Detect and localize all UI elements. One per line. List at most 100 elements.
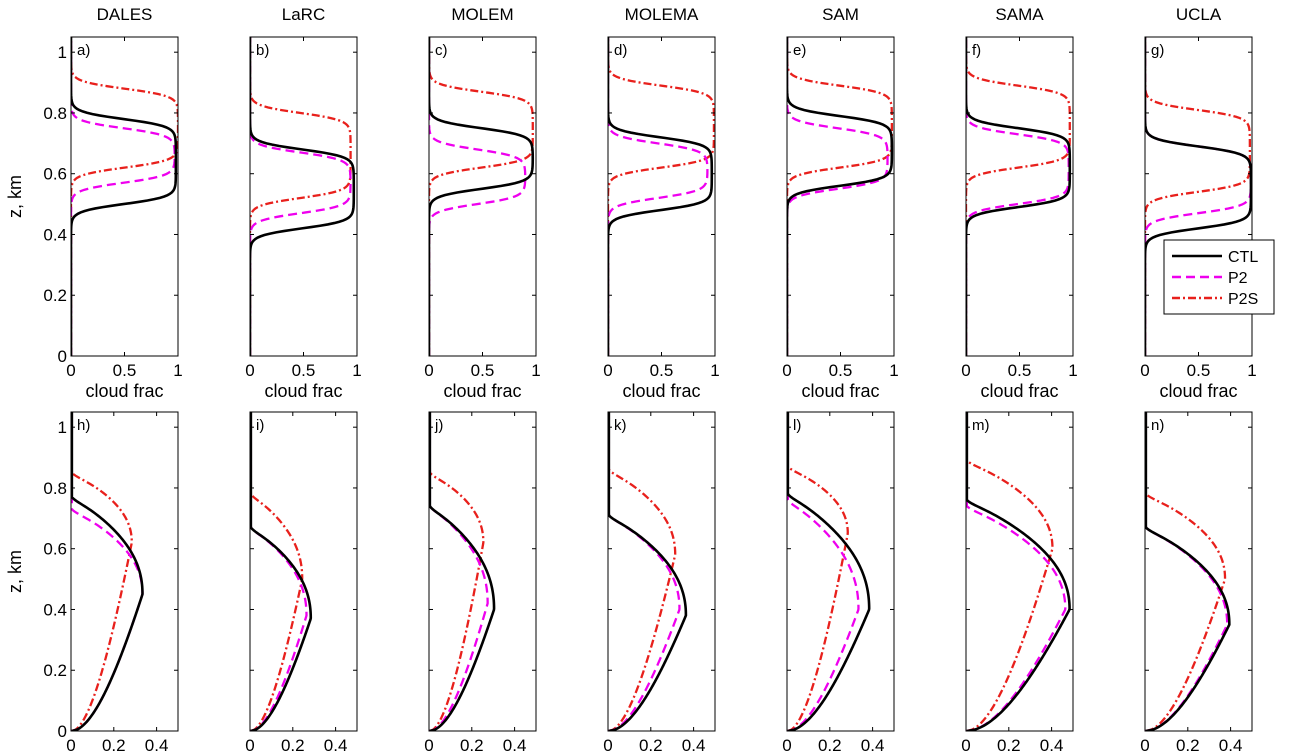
model-title: MOLEMA	[625, 5, 699, 24]
series-p2-line	[788, 412, 859, 731]
series-p2s-line	[787, 37, 892, 356]
x-axis-label: cloud frac	[1159, 381, 1237, 401]
series-p2-line	[967, 412, 1065, 731]
x-tick-label: 0	[245, 361, 254, 380]
model-title: SAM	[822, 5, 859, 24]
series-p2s-line	[251, 412, 302, 731]
model-title: UCLA	[1176, 5, 1222, 24]
axes-frame	[71, 412, 178, 731]
x-tick-label: 0	[424, 736, 433, 755]
model-title: SAMA	[995, 5, 1044, 24]
y-tick-label: 0.2	[43, 286, 67, 305]
x-axis-label: cloud frac	[622, 381, 700, 401]
panel-letter: a)	[77, 42, 90, 59]
x-tick-label: 0	[603, 361, 612, 380]
panel-d	[608, 37, 715, 356]
x-tick-label: 0.4	[324, 736, 348, 755]
axes-frame	[250, 412, 357, 731]
series-p2-line	[608, 37, 707, 356]
x-axis-label: cloud frac	[980, 381, 1058, 401]
panel-letter: d)	[614, 42, 627, 59]
x-tick-label: 1	[889, 361, 898, 380]
panel-c	[429, 37, 536, 356]
x-tick-label: 1	[1068, 361, 1077, 380]
series-p2s-line	[250, 37, 351, 356]
x-tick-label: 0.5	[113, 361, 137, 380]
panel-b	[250, 37, 357, 356]
x-tick-label: 0	[1140, 736, 1149, 755]
y-tick-label: 0.8	[43, 479, 67, 498]
x-tick-label: 0	[961, 361, 970, 380]
series-ctl-line	[251, 412, 311, 731]
y-tick-label: 0.6	[43, 165, 67, 184]
x-tick-label: 0.5	[1008, 361, 1032, 380]
panel-letter: g)	[1151, 42, 1164, 59]
y-tick-label: 0.6	[43, 540, 67, 559]
x-axis-label: cloud frac	[85, 381, 163, 401]
x-tick-label: 1	[710, 361, 719, 380]
panel-letter: c)	[435, 42, 448, 59]
x-tick-label: 0	[424, 361, 433, 380]
y-tick-label: 1	[58, 418, 67, 437]
legend-label-p2s: P2S	[1228, 291, 1258, 308]
axes-frame	[966, 412, 1073, 731]
series-p2-line	[71, 37, 175, 356]
panel-letter: m)	[972, 417, 990, 434]
series-p2-line	[72, 412, 143, 731]
x-tick-label: 0.5	[829, 361, 853, 380]
x-tick-label: 0.4	[682, 736, 706, 755]
panel-e	[787, 37, 894, 356]
x-tick-label: 0.4	[145, 736, 169, 755]
legend-label-ctl: CTL	[1228, 249, 1258, 266]
model-title: LaRC	[282, 5, 325, 24]
panel-f	[966, 37, 1073, 356]
x-tick-label: 0.2	[639, 736, 663, 755]
panel-letter: b)	[256, 42, 269, 59]
panel-k	[608, 412, 715, 731]
x-tick-label: 0.2	[818, 736, 842, 755]
panel-letter: n)	[1151, 417, 1164, 434]
series-p2s-line	[1146, 412, 1225, 731]
x-tick-label: 1	[531, 361, 540, 380]
panel-letter: h)	[77, 417, 90, 434]
panel-n	[1145, 412, 1252, 731]
panel-a	[71, 37, 178, 356]
x-tick-label: 1	[1247, 361, 1256, 380]
series-p2s-line	[609, 412, 675, 731]
x-axis-label: cloud frac	[801, 381, 879, 401]
series-ctl-line	[71, 37, 176, 356]
x-tick-label: 0	[1140, 361, 1149, 380]
x-tick-label: 0	[782, 361, 791, 380]
axes-frame	[787, 412, 894, 731]
series-p2s-line	[72, 412, 132, 731]
panel-letter: l)	[793, 417, 801, 434]
y-tick-label: 0.8	[43, 104, 67, 123]
series-p2s-line	[967, 412, 1053, 731]
series-p2s-line	[788, 412, 848, 731]
panel-l	[787, 412, 894, 731]
y-axis-label: z, km	[5, 175, 25, 218]
series-p2s-line	[430, 412, 484, 731]
x-tick-label: 0.5	[650, 361, 674, 380]
x-tick-label: 1	[352, 361, 361, 380]
series-ctl-line	[609, 412, 686, 731]
x-tick-label: 0	[66, 361, 75, 380]
x-tick-label: 0	[245, 736, 254, 755]
model-title: DALES	[97, 5, 153, 24]
x-axis-label: cloud frac	[264, 381, 342, 401]
y-tick-label: 0.4	[43, 225, 67, 244]
x-tick-label: 1	[173, 361, 182, 380]
legend: CTLP2P2S	[1164, 240, 1274, 314]
x-tick-label: 0.5	[1187, 361, 1211, 380]
x-tick-label: 0.4	[1219, 736, 1243, 755]
panel-letter: j)	[434, 417, 443, 434]
panel-h	[71, 412, 178, 731]
x-tick-label: 0	[603, 736, 612, 755]
series-ctl-line	[72, 412, 143, 731]
x-tick-label: 0.5	[292, 361, 316, 380]
x-tick-label: 0.2	[1176, 736, 1200, 755]
y-tick-label: 1	[58, 43, 67, 62]
x-tick-label: 0.4	[503, 736, 527, 755]
x-tick-label: 0.2	[997, 736, 1021, 755]
